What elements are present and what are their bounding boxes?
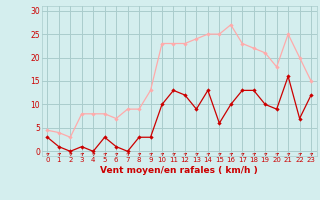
- X-axis label: Vent moyen/en rafales ( km/h ): Vent moyen/en rafales ( km/h ): [100, 166, 258, 175]
